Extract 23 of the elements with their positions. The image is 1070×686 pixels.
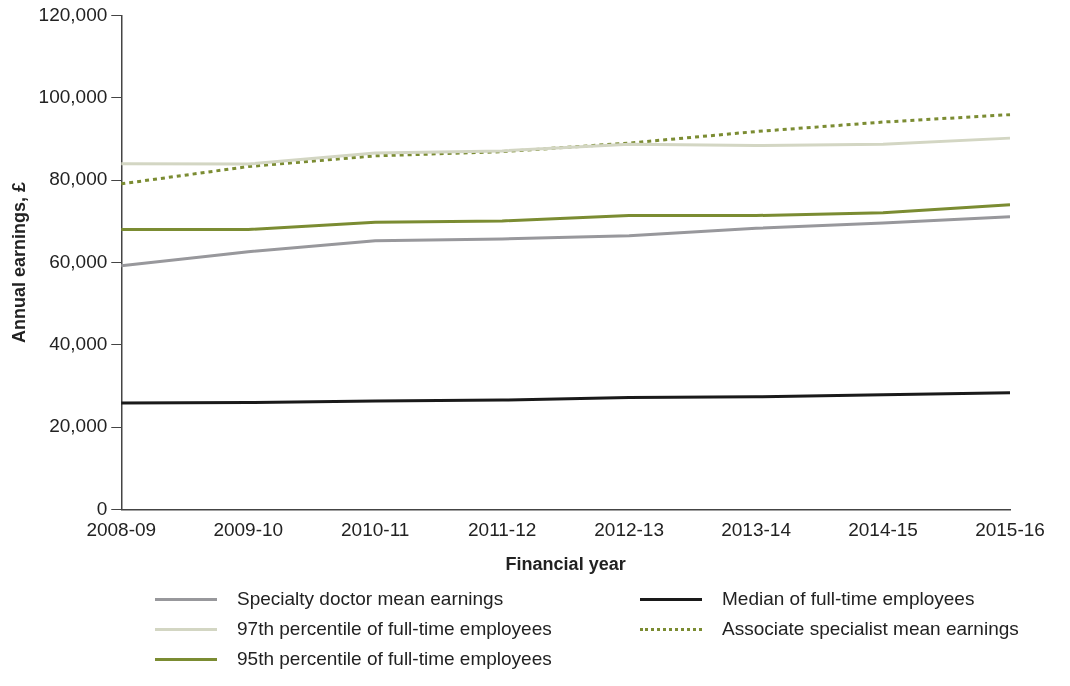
- x-tick-label: 2015-16: [975, 519, 1045, 541]
- legend-label: Associate specialist mean earnings: [722, 618, 1019, 640]
- y-tick-label: 40,000: [49, 333, 108, 355]
- y-tick-label: 0: [96, 497, 108, 519]
- y-tick-label: 120,000: [38, 3, 108, 25]
- line-series: [119, 113, 1012, 186]
- x-tick-label: 2009-10: [213, 519, 284, 541]
- y-tick-label: 20,000: [49, 415, 108, 437]
- legend-label: Median of full-time employees: [722, 588, 975, 610]
- x-axis-title: Financial year: [505, 554, 626, 575]
- legend-label: 97th percentile of full-time employees: [237, 618, 552, 640]
- y-axis-title: Annual earnings, £: [8, 181, 29, 344]
- legend-label: Specialty doctor mean earnings: [237, 588, 504, 610]
- y-tick-label: 100,000: [38, 86, 108, 107]
- x-tick-label: 2012-13: [594, 519, 664, 541]
- x-tick-label: 2011-12: [468, 519, 537, 541]
- x-tick-label: 2010-11: [341, 519, 410, 541]
- y-tick-label: 80,000: [49, 168, 108, 190]
- y-tick-label: 60,000: [49, 250, 108, 272]
- legend-label: 95th percentile of full-time employees: [237, 648, 552, 670]
- x-tick-label: 2014-15: [848, 519, 918, 541]
- x-tick-label: 2008-09: [86, 519, 157, 541]
- x-tick-label: 2013-14: [721, 519, 792, 541]
